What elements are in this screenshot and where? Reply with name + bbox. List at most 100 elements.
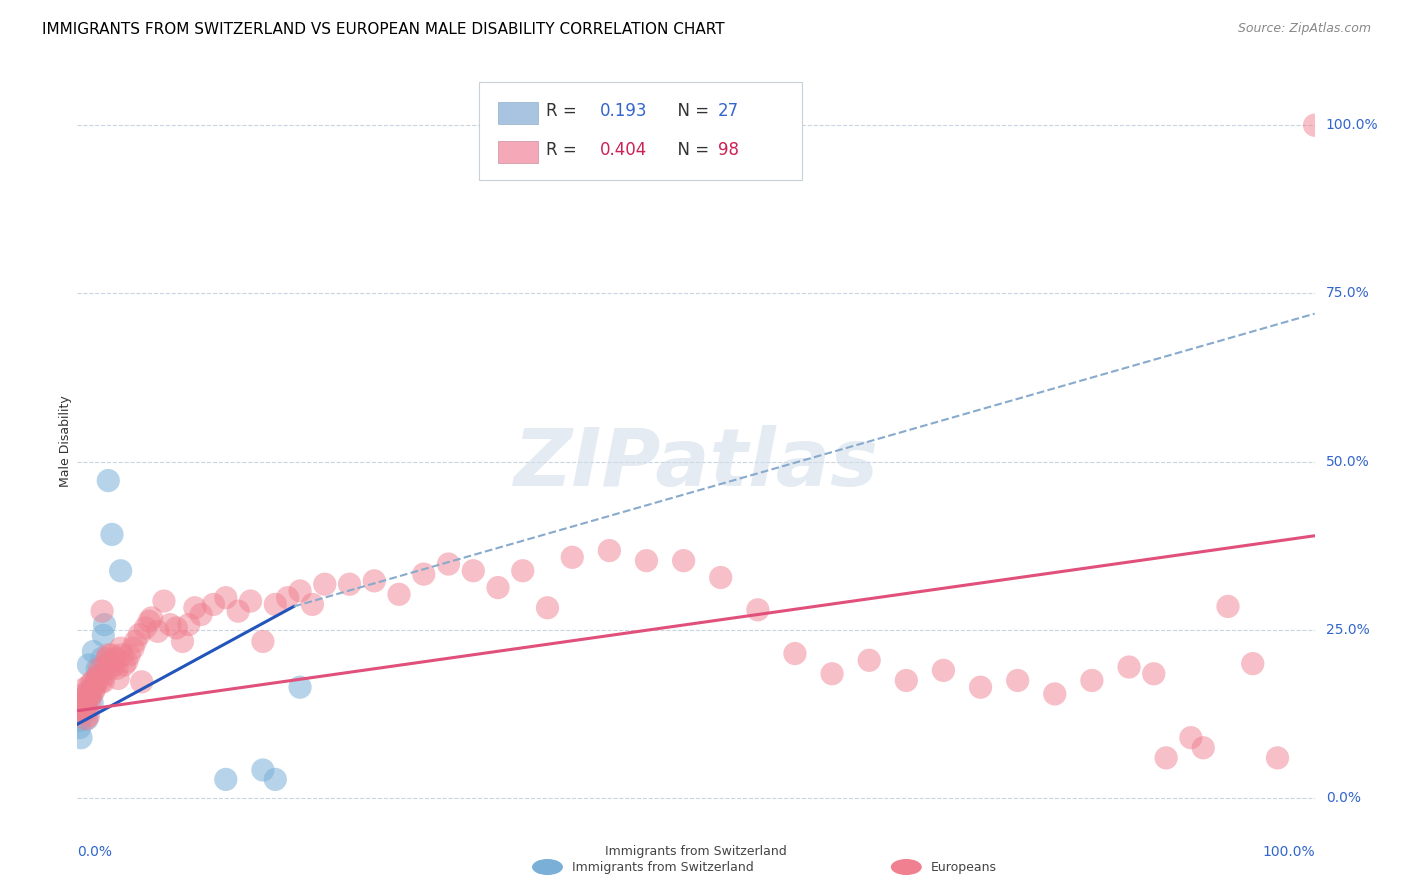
Point xyxy=(72,691,94,706)
Point xyxy=(215,772,238,787)
Point xyxy=(89,661,111,675)
Point xyxy=(1043,687,1066,701)
Text: 0.0%: 0.0% xyxy=(77,845,112,859)
Point xyxy=(70,731,93,745)
Point xyxy=(821,666,844,681)
Point xyxy=(1241,657,1264,671)
Point xyxy=(83,681,105,696)
Point xyxy=(1216,599,1239,614)
Point xyxy=(82,685,104,699)
Text: 0.193: 0.193 xyxy=(599,103,647,120)
Text: 25.0%: 25.0% xyxy=(1326,623,1369,637)
Point xyxy=(76,712,98,726)
Point xyxy=(124,634,146,648)
Point xyxy=(165,621,187,635)
Point xyxy=(288,584,311,599)
Point xyxy=(118,648,141,662)
Text: N =: N = xyxy=(666,142,714,160)
Point xyxy=(111,648,134,662)
Point xyxy=(77,658,100,673)
Point xyxy=(277,591,299,605)
Point xyxy=(90,674,112,689)
Point xyxy=(636,554,658,568)
Point xyxy=(239,594,262,608)
Point xyxy=(79,678,101,692)
Point xyxy=(100,655,122,669)
Y-axis label: Male Disability: Male Disability xyxy=(59,396,72,487)
Text: 50.0%: 50.0% xyxy=(1326,455,1369,468)
Point xyxy=(598,543,620,558)
Point xyxy=(86,674,108,689)
Point xyxy=(94,658,117,673)
Point xyxy=(86,662,108,676)
Text: 27: 27 xyxy=(717,103,738,120)
Point xyxy=(747,603,769,617)
Point xyxy=(110,564,132,578)
Point xyxy=(80,682,103,697)
Point xyxy=(264,772,287,787)
Point xyxy=(363,574,385,588)
Text: 0.0%: 0.0% xyxy=(1326,791,1361,805)
Point xyxy=(75,698,97,713)
Point xyxy=(1154,751,1177,765)
Point xyxy=(73,705,96,719)
Point xyxy=(131,674,153,689)
Point xyxy=(93,668,115,682)
Point xyxy=(301,598,323,612)
Point xyxy=(82,696,104,710)
Point xyxy=(101,648,124,662)
Point xyxy=(339,577,361,591)
Point xyxy=(72,698,94,713)
Point xyxy=(72,702,94,716)
Text: R =: R = xyxy=(546,103,588,120)
Point xyxy=(93,617,115,632)
Point xyxy=(97,648,120,662)
Point xyxy=(561,550,583,565)
Text: 75.0%: 75.0% xyxy=(1326,286,1369,301)
Point xyxy=(104,651,127,665)
Point xyxy=(288,680,311,694)
Point xyxy=(79,695,101,709)
Point xyxy=(103,658,125,673)
Point xyxy=(932,664,955,678)
Text: Immigrants from Switzerland: Immigrants from Switzerland xyxy=(605,846,787,858)
Point xyxy=(486,581,509,595)
Point xyxy=(202,598,225,612)
Point xyxy=(87,668,110,682)
Point xyxy=(153,594,176,608)
Point xyxy=(388,587,411,601)
Point xyxy=(783,647,806,661)
Point xyxy=(105,661,128,675)
Point xyxy=(710,570,733,584)
Point xyxy=(76,702,98,716)
Point xyxy=(146,624,169,639)
Point xyxy=(437,557,460,571)
Point xyxy=(672,554,695,568)
Point xyxy=(110,641,132,656)
Point xyxy=(82,674,104,689)
Text: R =: R = xyxy=(546,142,588,160)
Point xyxy=(463,564,485,578)
Point xyxy=(96,651,118,665)
Point xyxy=(91,628,114,642)
Point xyxy=(1143,666,1166,681)
Point xyxy=(70,705,93,719)
Point xyxy=(184,600,207,615)
Point xyxy=(1303,118,1326,132)
Point xyxy=(67,714,90,728)
Point xyxy=(252,763,274,777)
Point xyxy=(172,634,194,648)
Point xyxy=(314,577,336,591)
Point xyxy=(107,672,129,686)
Point xyxy=(1118,660,1140,674)
Point xyxy=(1267,751,1289,765)
Text: IMMIGRANTS FROM SWITZERLAND VS EUROPEAN MALE DISABILITY CORRELATION CHART: IMMIGRANTS FROM SWITZERLAND VS EUROPEAN … xyxy=(42,22,725,37)
Text: Source: ZipAtlas.com: Source: ZipAtlas.com xyxy=(1237,22,1371,36)
Point xyxy=(512,564,534,578)
Point xyxy=(264,598,287,612)
Point xyxy=(72,696,94,710)
Point xyxy=(101,527,124,541)
Point xyxy=(80,688,103,702)
Point xyxy=(69,721,91,735)
Point xyxy=(536,600,558,615)
